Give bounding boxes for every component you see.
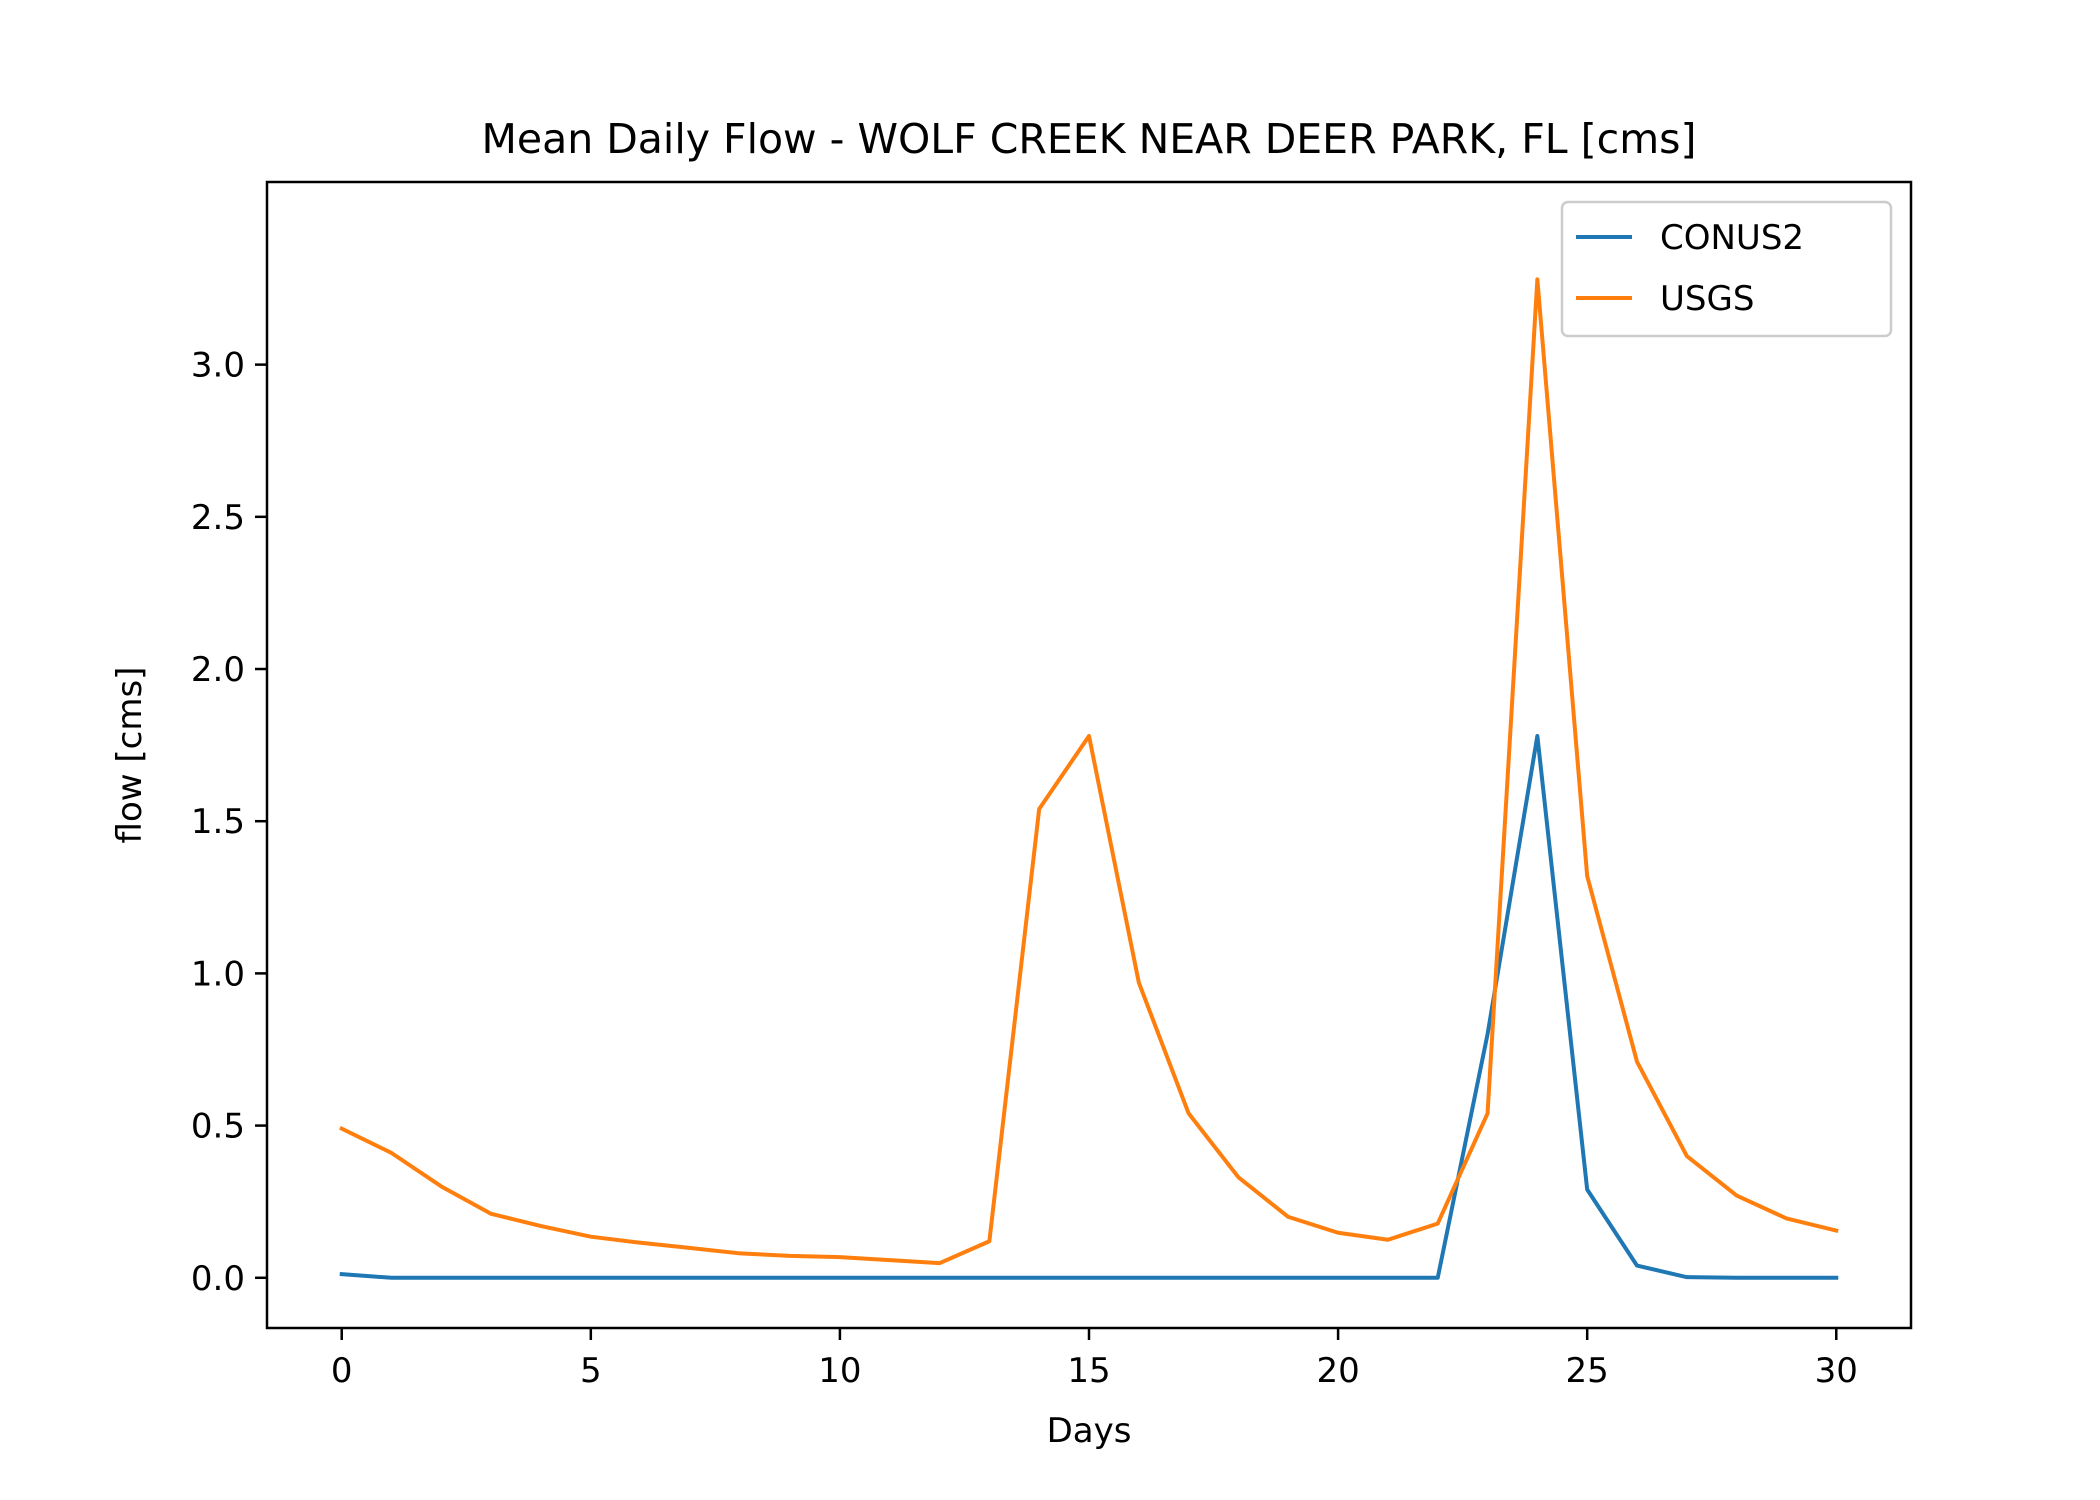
- x-tick-label: 25: [1566, 1351, 1609, 1391]
- chart-title: Mean Daily Flow - WOLF CREEK NEAR DEER P…: [481, 115, 1696, 163]
- series-line-conus2: [339, 733, 1839, 1280]
- x-axis: 0 5 10 15 20 25 30: [331, 1328, 1858, 1391]
- plot-area: [339, 277, 1839, 1280]
- legend: CONUS2 USGS: [1560, 200, 1893, 338]
- y-tick-label: 1.0: [191, 954, 245, 994]
- x-tick-label: 10: [818, 1351, 861, 1391]
- y-tick-label: 0.5: [191, 1107, 245, 1147]
- legend-box: [1560, 200, 1893, 338]
- series-line-usgs: [339, 277, 1839, 1266]
- y-tick-label: 2.5: [191, 498, 245, 538]
- series-layer: [339, 277, 1839, 1280]
- y-tick-label: 3.0: [191, 346, 245, 386]
- x-tick-label: 30: [1815, 1351, 1858, 1391]
- y-tick-label: 1.5: [191, 802, 245, 842]
- axes-frame: [265, 180, 1913, 1330]
- legend-label: USGS: [1660, 279, 1754, 319]
- y-axis-title: flow [cms]: [110, 667, 150, 844]
- y-tick-label: 2.0: [191, 650, 245, 690]
- x-tick-label: 5: [580, 1351, 602, 1391]
- x-tick-label: 0: [331, 1351, 353, 1391]
- legend-label: CONUS2: [1660, 218, 1804, 258]
- x-tick-label: 15: [1067, 1351, 1110, 1391]
- y-tick-label: 0.0: [191, 1259, 245, 1299]
- x-axis-title: Days: [1047, 1411, 1132, 1451]
- y-axis: 0.0 0.5 1.0 1.5 2.0 2.5 3.0: [191, 346, 267, 1299]
- x-tick-label: 20: [1316, 1351, 1359, 1391]
